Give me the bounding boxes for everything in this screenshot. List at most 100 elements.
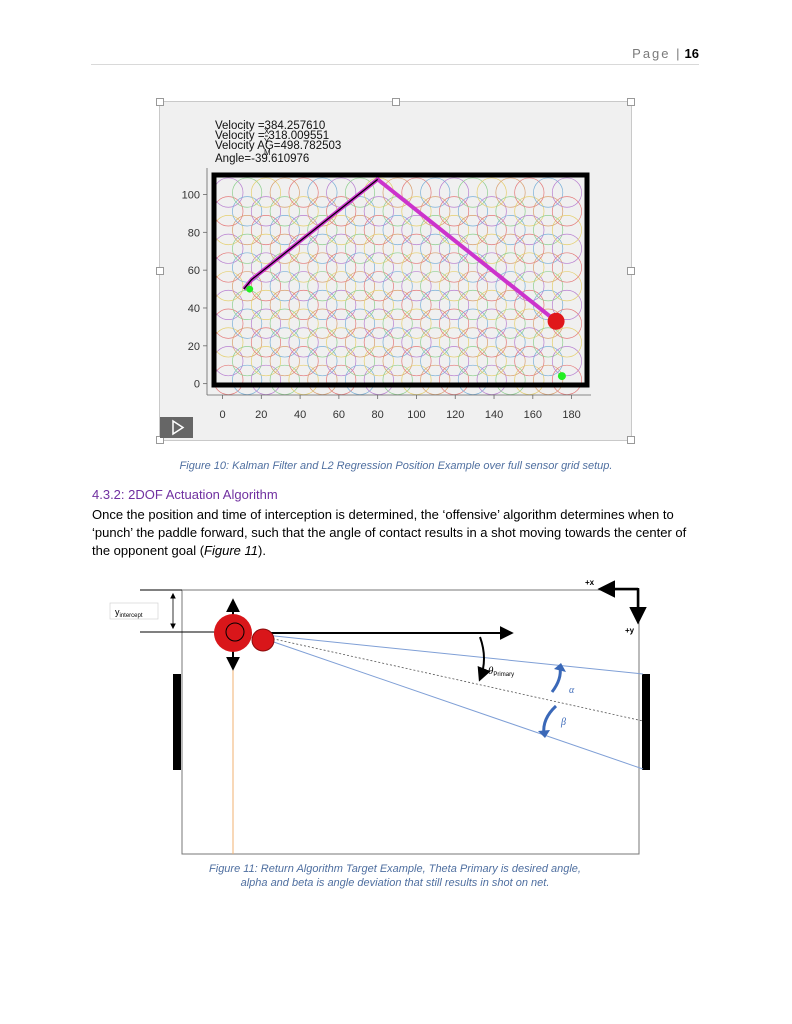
figure-11-diagram: yintercept θPrimary α β +x +y	[109, 578, 650, 855]
body-paragraph: Once the position and time of intercepti…	[92, 506, 700, 560]
resize-handle-n[interactable]	[392, 98, 400, 106]
sensor-grid	[213, 177, 582, 395]
sensor-circle	[344, 271, 376, 302]
target-line-lower	[264, 638, 644, 770]
paddle[interactable]	[214, 614, 252, 652]
sensor-circle	[457, 196, 488, 227]
figure-11-reference[interactable]: Figure 11	[204, 543, 259, 558]
sensor-circle	[382, 177, 413, 208]
sensor-circle	[495, 327, 526, 358]
sensor-circle	[288, 308, 319, 339]
resize-handle-se[interactable]	[627, 436, 635, 444]
y-intercept-label: yintercept	[115, 607, 143, 619]
puck	[251, 628, 275, 652]
sensor-circle	[250, 252, 281, 283]
sensor-circle	[439, 177, 470, 208]
sensor-circle	[344, 289, 376, 320]
sensor-circle	[551, 196, 582, 227]
x-tick-label: 140	[485, 409, 503, 421]
sensor-circle	[476, 177, 507, 208]
sensor-circle	[401, 308, 432, 339]
sensor-circle	[232, 271, 263, 302]
sensor-circle	[551, 327, 582, 358]
y-axis: 0 20 40 60 80 100	[182, 168, 208, 395]
sensor-circle	[269, 196, 300, 227]
sensor-circle	[514, 308, 545, 339]
sensor-circle	[344, 233, 376, 264]
sensor-circle	[420, 327, 451, 358]
y-tick-label: 80	[188, 227, 200, 239]
sensor-circle	[307, 271, 338, 302]
x-tick-label: 160	[524, 409, 542, 421]
axis-x-label: +x	[585, 578, 595, 587]
figure-11-caption-line1: Figure 11: Return Algorithm Target Examp…	[209, 863, 581, 875]
sensor-circle	[288, 364, 319, 395]
sensor-circle	[213, 289, 244, 320]
x-axis: 0 20 40 60 80 100 120 140 160 180	[207, 394, 591, 421]
sensor-circle	[401, 327, 432, 358]
sensor-circle	[533, 233, 564, 264]
alpha-arrowhead	[554, 663, 566, 672]
sensor-circle	[514, 327, 545, 358]
sensor-circle	[476, 308, 507, 339]
sensor-circle	[533, 252, 564, 283]
sensor-circle	[307, 252, 338, 283]
resize-handle-nw[interactable]	[156, 98, 164, 106]
body-text: Once the position and time of intercepti…	[92, 507, 687, 558]
sensor-circle	[326, 327, 357, 358]
sensor-circle	[363, 289, 394, 320]
resize-handle-e[interactable]	[627, 267, 635, 275]
sensor-circle	[307, 289, 338, 320]
sensor-circle	[269, 364, 300, 395]
sensor-circle	[420, 364, 451, 395]
sensor-circle	[269, 252, 300, 283]
sensor-circle	[213, 177, 244, 208]
sensor-circle	[326, 177, 357, 208]
target-line-center	[264, 636, 644, 722]
table-outline	[181, 589, 640, 855]
sensor-circle	[269, 177, 300, 208]
sensor-circle	[457, 308, 488, 339]
beta-arrow	[542, 704, 558, 735]
sensor-circle	[420, 196, 451, 227]
sensor-circle	[401, 346, 432, 377]
figure-11-caption: Figure 11: Return Algorithm Target Examp…	[150, 862, 640, 890]
alpha-arrow	[550, 666, 562, 693]
sensor-circle	[476, 289, 507, 320]
readout-subscript-m: M	[264, 148, 271, 157]
sensor-circle	[269, 346, 300, 377]
x-tick-label: 100	[407, 409, 425, 421]
resize-handle-ne[interactable]	[627, 98, 635, 106]
sensor-circle	[232, 346, 263, 377]
play-button[interactable]	[160, 417, 193, 438]
sensor-circle	[250, 289, 281, 320]
sensor-circle	[213, 364, 244, 395]
sensor-circle	[457, 233, 488, 264]
sensor-circle	[269, 308, 300, 339]
sensor-circle	[420, 215, 451, 246]
sensor-circle	[382, 289, 413, 320]
y-intercept-label-box	[109, 602, 159, 620]
x-tick-label: 120	[446, 409, 464, 421]
sensor-circle	[344, 196, 376, 227]
sensor-circle	[514, 177, 545, 208]
beta-label: β	[560, 717, 566, 728]
sensor-circle	[213, 233, 244, 264]
sensor-circle	[288, 215, 319, 246]
sensor-circle	[382, 308, 413, 339]
sensor-circle	[269, 271, 300, 302]
sensor-circle	[269, 327, 300, 358]
sensor-circle	[232, 289, 263, 320]
figure-10-frame[interactable]: 0 20 40 60 80 100 0 20 40 60 80 100 120 140 160 180 Ve…	[156, 98, 635, 444]
sensor-circle	[401, 252, 432, 283]
theta-primary-label: θPrimary	[488, 665, 514, 678]
readout-subscript-y: Y	[264, 137, 270, 146]
sensor-circle	[476, 196, 507, 227]
sensor-circle	[457, 327, 488, 358]
sensor-circle	[420, 289, 451, 320]
sensor-circle	[439, 308, 470, 339]
sensor-circle	[363, 196, 394, 227]
sensor-circle	[514, 289, 545, 320]
sensor-circle	[420, 233, 451, 264]
resize-handle-w[interactable]	[156, 267, 164, 275]
